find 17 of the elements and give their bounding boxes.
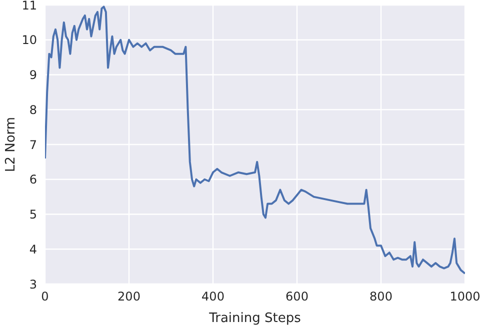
- y-tick-label: 5: [29, 208, 37, 222]
- y-tick-label: 4: [29, 242, 37, 256]
- x-tick-label: 800: [370, 290, 392, 304]
- x-axis-title: Training Steps: [208, 311, 302, 326]
- x-tick-label: 600: [286, 290, 308, 304]
- y-tick-label: 7: [29, 138, 37, 152]
- y-tick-label: 6: [29, 172, 37, 187]
- y-tick-label: 9: [29, 68, 37, 82]
- y-tick-label: 3: [29, 277, 37, 292]
- x-tick-label: 200: [118, 290, 140, 304]
- y-tick-label: 8: [29, 102, 37, 117]
- y-tick-label: 10: [22, 33, 37, 48]
- x-tick-label: 1000: [450, 290, 480, 304]
- x-tick-label: 0: [41, 290, 49, 304]
- y-axis-title: L2 Norm: [4, 116, 19, 172]
- y-tick-label: 11: [22, 0, 37, 12]
- x-tick-label: 400: [202, 290, 224, 304]
